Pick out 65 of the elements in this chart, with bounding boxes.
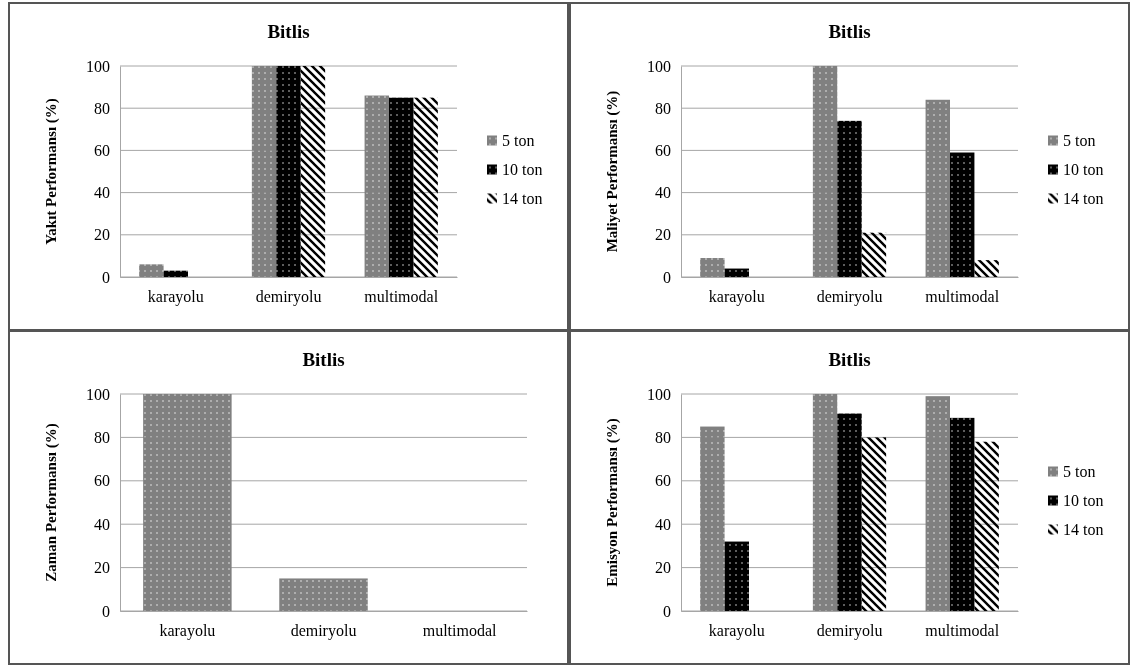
bar: [724, 541, 749, 611]
chart-title: Bitlis: [828, 21, 871, 42]
x-tick-label: karayolu: [147, 288, 204, 307]
bar: [812, 66, 838, 277]
bar: [251, 66, 277, 277]
legend-label: 5 ton: [1063, 462, 1096, 480]
y-tick-label: 60: [655, 142, 671, 160]
bar: [925, 99, 950, 277]
y-tick-label: 60: [655, 472, 671, 490]
x-tick-label: demiryolu: [255, 288, 322, 307]
y-tick-label: 100: [647, 385, 671, 403]
legend-label: 14 ton: [502, 189, 543, 207]
y-tick-label: 80: [94, 429, 110, 447]
x-tick-label: multimodal: [422, 622, 498, 640]
legend-label: 14 ton: [1063, 189, 1104, 207]
y-tick-label: 40: [94, 515, 110, 533]
y-tick-label: 0: [102, 602, 110, 620]
legend-label: 10 ton: [1063, 160, 1104, 178]
x-tick-label: multimodal: [925, 288, 1000, 306]
x-tick-label: karayolu: [708, 288, 765, 307]
bar: [812, 394, 838, 611]
bar: [364, 95, 389, 277]
chart-title: Bitlis: [828, 349, 871, 370]
y-tick-label: 20: [655, 226, 671, 244]
y-axis-title: Zaman Performansı (%): [43, 423, 60, 582]
bar: [724, 268, 749, 277]
y-tick-label: 80: [655, 99, 671, 117]
bar: [925, 396, 950, 611]
y-tick-label: 80: [655, 429, 671, 447]
y-tick-label: 60: [94, 472, 110, 490]
x-tick-label: karayolu: [159, 622, 216, 641]
chart-title: Bitlis: [267, 21, 310, 42]
chart-title: Bitlis: [302, 349, 345, 370]
x-tick-label: demiryolu: [816, 288, 883, 307]
y-tick-label: 0: [663, 268, 671, 286]
y-tick-label: 40: [94, 184, 110, 202]
legend-label: 5 ton: [502, 131, 535, 149]
legend-label: 14 ton: [1063, 520, 1104, 538]
y-tick-label: 40: [655, 515, 671, 533]
x-tick-label: multimodal: [925, 622, 1000, 640]
legend-label: 10 ton: [1063, 491, 1104, 509]
y-tick-label: 40: [655, 184, 671, 202]
x-tick-label: multimodal: [364, 288, 439, 306]
x-tick-label: demiryolu: [816, 622, 883, 641]
y-axis-title: Yakıt Performansı (%): [43, 98, 60, 245]
legend-label: 10 ton: [502, 160, 543, 178]
legend-label: 5 ton: [1063, 131, 1096, 149]
y-tick-label: 0: [102, 268, 110, 286]
y-tick-label: 100: [647, 57, 671, 75]
y-tick-label: 100: [86, 57, 110, 75]
y-tick-label: 60: [94, 142, 110, 160]
y-tick-label: 0: [663, 602, 671, 620]
x-tick-label: karayolu: [708, 622, 765, 641]
y-axis-title: Maliyet Performansı (%): [604, 90, 621, 253]
y-tick-label: 20: [94, 226, 110, 244]
bar: [700, 258, 725, 277]
y-tick-label: 20: [94, 559, 110, 577]
y-tick-label: 80: [94, 99, 110, 117]
bar: [139, 264, 164, 277]
x-tick-label: demiryolu: [290, 622, 357, 641]
y-tick-label: 100: [86, 385, 110, 403]
y-tick-label: 20: [655, 559, 671, 577]
y-axis-title: Emisyon Performansı (%): [604, 418, 621, 587]
bar: [700, 426, 725, 611]
bar: [163, 270, 188, 277]
